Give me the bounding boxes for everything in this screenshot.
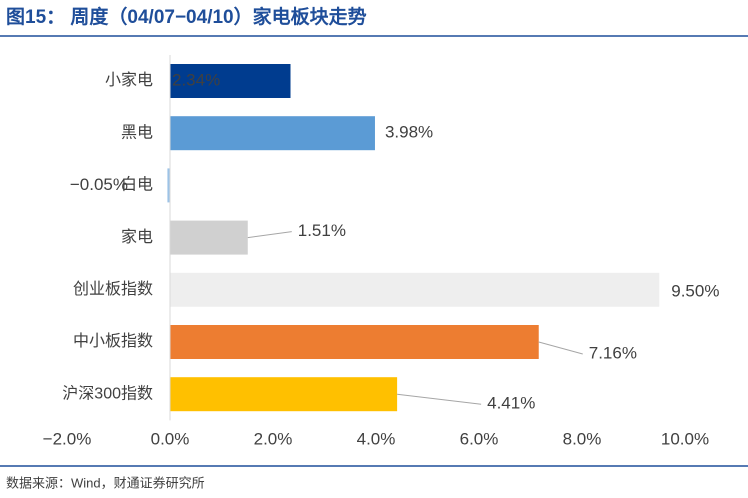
bar — [170, 64, 291, 98]
leader-line — [538, 341, 583, 355]
value-label: 4.41% — [487, 394, 535, 413]
x-tick-label: 6.0% — [460, 429, 499, 448]
x-tick-label: 8.0% — [563, 429, 602, 448]
bar — [170, 220, 248, 255]
category-label: 小家电 — [105, 71, 153, 89]
leader-line — [247, 231, 292, 239]
bar — [170, 377, 398, 412]
value-label: 9.50% — [671, 281, 719, 300]
category-label: 白电 — [121, 176, 153, 194]
x-tick-label: 2.0% — [254, 429, 293, 448]
leader-line — [397, 393, 482, 405]
x-tick-label: 4.0% — [357, 429, 396, 448]
category-label: 中小板指数 — [73, 332, 153, 350]
category-label: 黑电 — [121, 123, 153, 141]
bar — [170, 272, 660, 307]
category-label: 家电 — [121, 228, 153, 246]
category-label: 创业板指数 — [73, 280, 153, 298]
value-label: 7.16% — [589, 343, 637, 362]
bar — [170, 116, 375, 151]
x-tick-label: −2.0% — [43, 429, 92, 448]
source: 数据来源：Wind，财通证券研究所 — [6, 475, 205, 490]
x-tick-label: 10.0% — [661, 429, 709, 448]
bar — [170, 325, 539, 359]
bar — [167, 168, 170, 203]
category-label: 沪深300指数 — [62, 384, 153, 402]
x-tick-label: 0.0% — [151, 429, 190, 448]
value-label: 2.34% — [172, 70, 220, 89]
value-label: −0.05% — [70, 175, 128, 194]
value-label: 3.98% — [385, 123, 433, 142]
chart-title: 图15： 周度（04/07−04/10）家电板块走势 — [6, 5, 367, 28]
value-label: 1.51% — [298, 221, 346, 240]
